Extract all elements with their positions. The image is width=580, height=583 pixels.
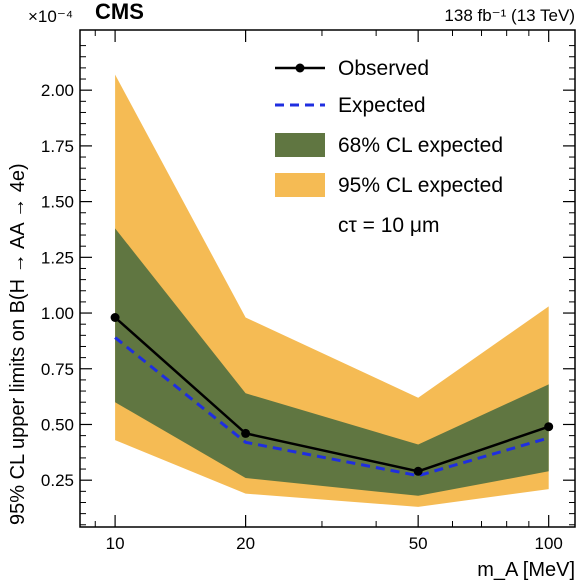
lumi-label: 138 fb⁻¹ (13 TeV) (444, 6, 575, 25)
observed-line (114, 316, 550, 473)
y-tick-label: 1.50 (41, 193, 74, 212)
ticks-layer: 0.25 0.50 0.75 1.00 1.25 1.50 1.75 2.00 10 20 50 10… (41, 30, 575, 553)
legend-swatch-68 (275, 133, 325, 157)
y-tick-label: 0.50 (41, 415, 74, 434)
legend-label-68: 68% CL expected (338, 134, 503, 157)
lines-layer (110, 313, 554, 478)
y-tick-label: 0.75 (41, 360, 74, 379)
plot-border (79, 29, 576, 528)
legend-swatch-95 (275, 173, 325, 197)
y-tick-label: 1.75 (41, 137, 74, 156)
expected-line (114, 336, 550, 478)
y-tick-label: 0.25 (41, 471, 74, 490)
ctau-annotation: cτ = 10 μm (338, 214, 440, 237)
band-68 (115, 228, 549, 496)
x-tick-label: 20 (236, 534, 255, 553)
observed-point (413, 466, 423, 476)
x-tick-label: 50 (409, 534, 428, 553)
observed-point (241, 428, 251, 438)
x-tick-label: 100 (534, 534, 562, 553)
observed-point (544, 422, 554, 432)
x-axis-label: m_A [MeV] (477, 559, 575, 581)
y-tick-label: 1.00 (41, 304, 74, 323)
bands-layer (115, 74, 549, 507)
legend-label-observed: Observed (338, 57, 429, 80)
plot-frame (79, 29, 576, 528)
cms-label: CMS (95, 0, 144, 24)
legend: Observed Expected 68% CL expected 95% CL ex… (275, 57, 503, 197)
x-tick-label: 10 (106, 534, 125, 553)
legend-label-95: 95% CL expected (338, 174, 503, 197)
observed-point (110, 313, 120, 323)
y-tick-label: 2.00 (41, 81, 74, 100)
legend-label-expected: Expected (338, 94, 426, 117)
y-axis-label: 95% CL upper limits on B(H → AA → 4e) (7, 163, 29, 525)
exponent-label: ×10⁻⁴ (28, 7, 73, 26)
legend-marker-observed (295, 63, 305, 73)
y-tick-label: 1.25 (41, 248, 74, 267)
